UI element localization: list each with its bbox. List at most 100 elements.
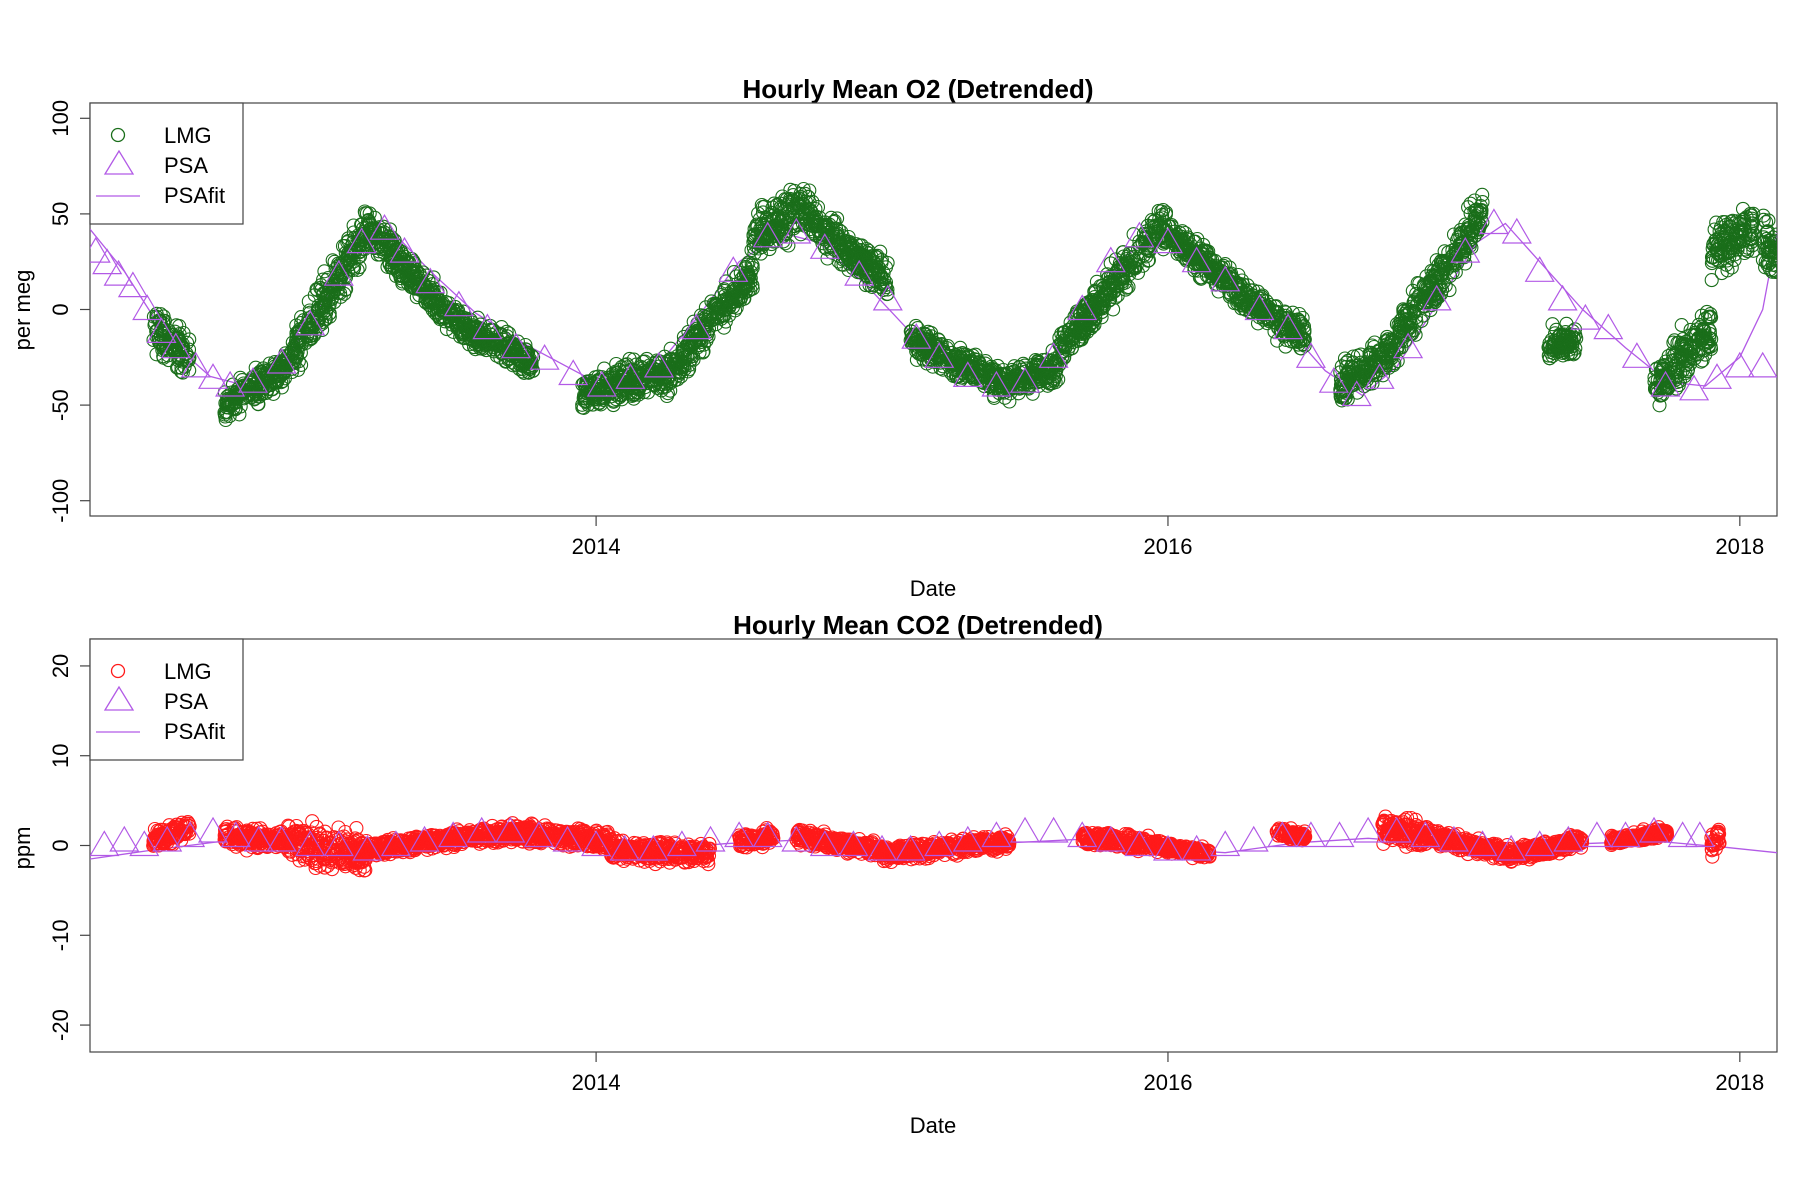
o2-lmg-point: [371, 244, 386, 259]
o2-legend-psa-symbol: [103, 149, 135, 175]
o2-lmg-point: [1759, 215, 1774, 230]
o2-lmg-point: [439, 322, 454, 337]
o2-y-tick-label: 0: [48, 303, 73, 315]
o2-lmg-point: [1722, 249, 1737, 264]
o2-lmg-point: [411, 281, 426, 296]
o2-lmg-point: [472, 334, 487, 349]
o2-lmg-point: [1427, 268, 1442, 283]
o2-psa-point: [1593, 313, 1624, 340]
o2-lmg-point: [1554, 335, 1569, 350]
o2-lmg-point: [918, 345, 933, 360]
o2-lmg-point: [176, 325, 191, 341]
o2-psa-point: [1067, 294, 1098, 321]
o2-x-tick-label: 2014: [572, 534, 621, 559]
o2-psa-point: [1364, 363, 1395, 389]
o2-lmg-point: [925, 342, 940, 357]
o2-lmg-point: [919, 343, 934, 358]
o2-psa-point: [237, 367, 269, 393]
o2-lmg-point: [1545, 317, 1560, 332]
o2-lmg-point: [218, 412, 233, 428]
o2-lmg-point: [871, 259, 886, 275]
o2-lmg-point: [709, 317, 724, 332]
o2-lmg-point: [802, 183, 817, 198]
o2-lmg-point: [1373, 342, 1388, 358]
o2-lmg-point: [1694, 308, 1709, 323]
o2-psa-point: [443, 290, 474, 317]
o2-lmg-point: [686, 352, 701, 367]
o2-y-tick-label: -50: [48, 389, 73, 421]
o2-lmg-point: [392, 257, 407, 273]
o2-lmg-point: [1451, 230, 1466, 245]
o2-lmg-point: [1560, 336, 1575, 351]
o2-psa-point: [718, 256, 749, 282]
o2-lmg-point: [425, 293, 440, 308]
o2-lmg-point: [473, 341, 488, 356]
o2-psa-point: [1210, 265, 1241, 292]
o2-psa-point: [901, 323, 932, 349]
o2-lmg-point: [1078, 298, 1093, 313]
o2-lmg-point: [805, 219, 821, 234]
o2-lmg-point: [575, 397, 590, 412]
o2-lmg-point: [997, 390, 1012, 405]
o2-lmg-point: [1260, 302, 1276, 317]
o2-lmg-point: [775, 201, 790, 216]
o2-lmg-point: [718, 302, 733, 317]
o2-lmg-point: [1203, 251, 1218, 266]
o2-psa-point: [586, 370, 617, 397]
o2-psa-point: [1450, 236, 1481, 263]
o2-lmg-point: [1764, 239, 1777, 254]
o2-lmg-point: [1109, 278, 1124, 293]
o2-lmg-point: [1028, 370, 1043, 385]
o2-psa-point: [1478, 208, 1509, 235]
o2-lmg-point: [466, 318, 481, 333]
o2-psa-point: [1650, 370, 1681, 397]
o2-y-tick-label: 100: [48, 100, 73, 137]
o2-lmg-point: [286, 345, 301, 361]
o2-lmg-point: [1245, 288, 1260, 303]
o2-lmg-point: [1424, 263, 1439, 278]
o2-lmg-point: [697, 318, 712, 333]
o2-lmg-point: [1704, 310, 1719, 325]
o2-psa-point: [872, 284, 903, 311]
o2-lmg-point: [1362, 376, 1377, 391]
o2-lmg-point: [1648, 381, 1663, 396]
o2-lmg-point: [655, 377, 670, 392]
o2-legend-box: [89, 102, 244, 225]
o2-lmg-point: [836, 257, 851, 272]
o2-lmg-point: [1066, 332, 1081, 347]
o2-lmg-point: [1704, 250, 1720, 265]
o2-lmg-point: [865, 274, 880, 289]
o2-lmg-point: [1677, 369, 1692, 384]
o2-lmg-point: [872, 267, 888, 282]
o2-lmg-point: [1164, 219, 1179, 234]
o2-lmg-point: [508, 340, 523, 355]
o2-lmg-point: [1446, 227, 1462, 242]
o2-lmg-point: [1297, 338, 1312, 353]
o2-lmg-point: [1464, 240, 1479, 255]
o2-lmg-point: [179, 346, 194, 361]
o2-psa-point: [615, 363, 646, 389]
o2-lmg-point: [1061, 322, 1076, 337]
o2-lmg-point: [220, 404, 235, 419]
o2-lmg-point: [1551, 339, 1567, 354]
o2-lmg-point: [1475, 195, 1490, 210]
o2-lmg-point: [1453, 239, 1468, 254]
o2-lmg-point: [362, 206, 377, 221]
o2-lmg-point: [301, 294, 316, 309]
o2-lmg-point: [1344, 378, 1359, 393]
o2-legend-psafit-label: PSAfit: [164, 183, 225, 208]
o2-lmg-point: [1125, 250, 1140, 265]
o2-psa-point: [1318, 367, 1349, 393]
o2-lmg-point: [1262, 314, 1277, 329]
o2-lmg-point: [1004, 381, 1019, 396]
o2-psa-point: [346, 227, 377, 254]
o2-lmg-point: [592, 384, 607, 399]
o2-psa-point: [752, 221, 783, 248]
o2-lmg-point: [1126, 260, 1142, 275]
o2-psa-point: [1095, 246, 1126, 273]
o2-lmg-point: [1701, 340, 1716, 355]
o2-lmg-point: [805, 211, 820, 226]
o2-y-tick-label: 50: [48, 202, 73, 226]
